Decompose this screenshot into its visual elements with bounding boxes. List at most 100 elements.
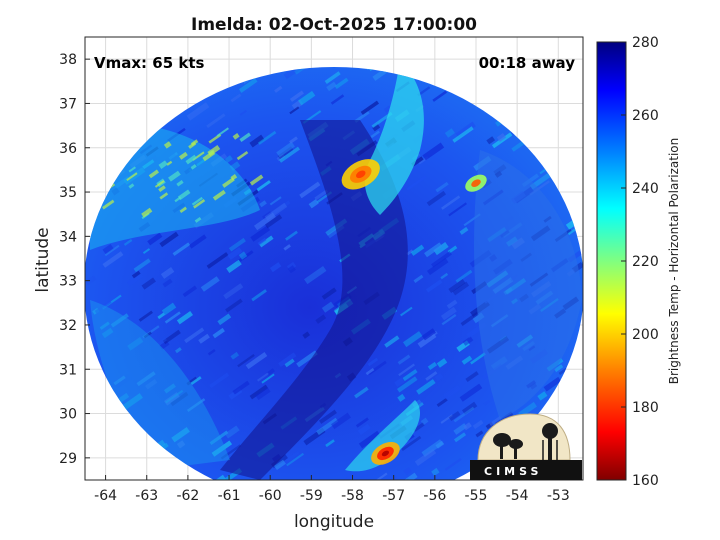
x-tick-label: -63 bbox=[135, 488, 158, 504]
swath-streak bbox=[162, 278, 173, 288]
swath-streak bbox=[355, 417, 369, 428]
swath-streak bbox=[485, 422, 494, 430]
colorbar-ticks: 280 260 240 220 200 180 160 bbox=[621, 35, 659, 489]
swath-streak bbox=[165, 389, 184, 404]
swath-streak bbox=[440, 414, 453, 424]
swath-streak bbox=[486, 136, 496, 145]
swath-streak bbox=[147, 232, 163, 246]
swath-streak bbox=[283, 479, 296, 480]
swath-streak bbox=[334, 77, 349, 90]
swath-streak bbox=[367, 360, 387, 376]
swath-streak bbox=[207, 349, 216, 356]
warm-speckle bbox=[158, 185, 166, 193]
swath-streak bbox=[142, 248, 151, 255]
swath-streak bbox=[370, 130, 380, 139]
y-tick-label: 32 bbox=[59, 318, 77, 334]
swath-streak bbox=[367, 357, 379, 367]
swath-streak bbox=[198, 333, 210, 344]
swath-streak bbox=[414, 448, 437, 467]
swath-streak bbox=[394, 377, 405, 388]
warm-speckle bbox=[194, 216, 202, 223]
swath-streak bbox=[99, 321, 110, 330]
swath-streak bbox=[186, 398, 206, 412]
swath-streak bbox=[324, 71, 341, 84]
swath-streak bbox=[452, 126, 474, 143]
swath-streak bbox=[161, 302, 177, 316]
swath-streak bbox=[126, 272, 144, 287]
warm-speckle bbox=[128, 183, 135, 189]
swath-streak bbox=[402, 331, 423, 348]
x-tick-label: -57 bbox=[382, 488, 405, 504]
swath-streak bbox=[410, 244, 425, 256]
y-tick-label: 38 bbox=[59, 52, 77, 68]
swath-streak bbox=[220, 444, 242, 460]
swath-streak bbox=[475, 430, 484, 438]
warm-speckle bbox=[216, 127, 229, 137]
swath-streak bbox=[224, 425, 240, 439]
swath-streak bbox=[255, 386, 271, 401]
warm-speckle bbox=[174, 196, 182, 203]
swath-layer bbox=[85, 67, 583, 480]
warm-speckle bbox=[239, 132, 251, 142]
swath-streak bbox=[444, 128, 455, 138]
swath-streak bbox=[224, 155, 233, 163]
swath-streak bbox=[472, 419, 484, 430]
x-axis-ticks: -64 -63 -62 -61 -60 -59 -58 -57 -56 -55 -54 -53 bbox=[94, 475, 570, 504]
x-tick-label: -64 bbox=[94, 488, 117, 504]
swath-streak bbox=[452, 281, 470, 296]
swath-streak bbox=[401, 435, 422, 452]
swath-streak bbox=[330, 94, 345, 105]
swath-streak bbox=[262, 211, 273, 221]
swath-streak bbox=[204, 474, 226, 480]
swath-streak bbox=[176, 440, 186, 449]
warm-speckle bbox=[126, 172, 138, 182]
time-away-annotation: 00:18 away bbox=[479, 54, 576, 72]
swath-streak bbox=[289, 136, 298, 144]
y-tick-label: 33 bbox=[59, 274, 77, 290]
swath-streak bbox=[264, 214, 283, 229]
x-tick-label: -60 bbox=[259, 488, 282, 504]
x-tick-label: -59 bbox=[300, 488, 323, 504]
map-axes: -64 -63 -62 -61 -60 -59 -58 -57 -56 -55 -54 -53 29 3… bbox=[33, 36, 584, 532]
convective-cell-cold_band_north bbox=[355, 170, 366, 179]
swath-streak bbox=[422, 142, 445, 161]
swath-streak bbox=[460, 311, 479, 326]
swath-streak bbox=[465, 371, 479, 383]
swath-streak bbox=[226, 259, 242, 273]
north-cold-band bbox=[364, 67, 424, 215]
swath-streak bbox=[141, 277, 156, 290]
swath-streak bbox=[159, 340, 170, 350]
swath-streak bbox=[424, 242, 443, 258]
swath-streak bbox=[416, 379, 436, 395]
swath-streak bbox=[425, 371, 438, 381]
swath-streak bbox=[299, 181, 321, 199]
swath-streak bbox=[133, 258, 151, 273]
warm-speckle bbox=[154, 180, 165, 188]
swath-streak bbox=[184, 327, 205, 344]
convective-cell-cold_cell_east bbox=[471, 179, 481, 187]
swath-streak bbox=[453, 406, 475, 423]
swath-streak bbox=[182, 285, 198, 298]
swath-streak bbox=[237, 353, 255, 368]
swath-streak bbox=[217, 313, 232, 326]
swath-streak bbox=[431, 467, 440, 477]
swath-streak bbox=[261, 373, 275, 384]
swath-streak bbox=[123, 238, 133, 246]
swath-streak bbox=[228, 237, 246, 252]
swath-streak bbox=[417, 86, 431, 97]
warm-speckle bbox=[102, 199, 115, 210]
swath-streak bbox=[427, 361, 438, 371]
swath-streak bbox=[459, 383, 483, 402]
swath-streak bbox=[249, 134, 265, 148]
swath-streak bbox=[286, 452, 305, 467]
x-tick-label: -58 bbox=[341, 488, 364, 504]
swath-streak bbox=[175, 347, 182, 354]
warm-speckle bbox=[185, 154, 197, 165]
vmax-annotation: Vmax: 65 kts bbox=[94, 54, 204, 72]
swath-streak bbox=[209, 372, 230, 389]
swath-streak bbox=[285, 450, 300, 462]
swath-streak bbox=[274, 459, 286, 471]
warm-speckle bbox=[222, 177, 235, 188]
swath-streak bbox=[189, 234, 207, 249]
